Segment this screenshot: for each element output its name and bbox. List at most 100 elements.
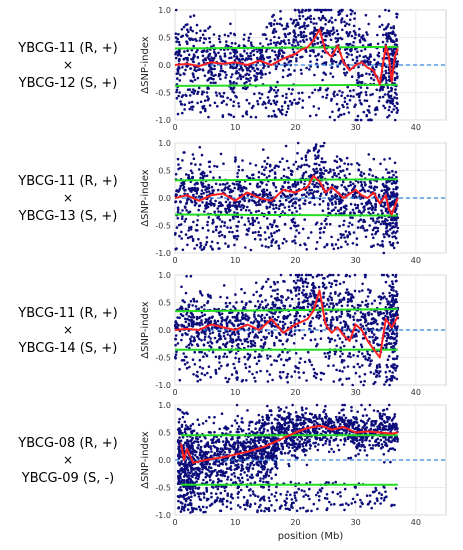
- data-point: [247, 316, 251, 320]
- data-point: [231, 189, 235, 193]
- data-point: [297, 302, 301, 306]
- data-point: [254, 164, 258, 167]
- data-point: [217, 72, 221, 76]
- data-point: [247, 73, 251, 76]
- data-point: [174, 56, 178, 60]
- data-point: [238, 338, 242, 342]
- data-point: [189, 499, 192, 502]
- data-point: [229, 32, 232, 35]
- data-point: [193, 89, 197, 93]
- data-point: [236, 172, 239, 175]
- data-point: [209, 478, 212, 482]
- data-point: [265, 162, 269, 166]
- data-point: [257, 305, 261, 309]
- data-point: [181, 111, 184, 115]
- y-tick-label: -0.5: [155, 354, 171, 363]
- data-point: [311, 316, 315, 320]
- data-point: [263, 316, 267, 320]
- data-point: [343, 20, 346, 24]
- data-point: [256, 72, 260, 75]
- data-point: [306, 151, 309, 154]
- data-point: [305, 50, 308, 53]
- data-point: [218, 355, 221, 358]
- data-point: [217, 37, 221, 41]
- data-point: [351, 208, 355, 212]
- data-point: [220, 316, 224, 319]
- data-point: [346, 243, 349, 246]
- data-point: [299, 68, 303, 72]
- data-point: [358, 195, 361, 198]
- data-point: [316, 41, 320, 45]
- data-point: [196, 477, 200, 481]
- data-point: [235, 69, 238, 73]
- y-tick-label: -0.5: [155, 89, 171, 98]
- y-tick-label: 0.0: [158, 194, 171, 203]
- data-point: [178, 378, 182, 382]
- data-point: [309, 191, 312, 195]
- data-point: [277, 247, 281, 250]
- data-point: [248, 353, 252, 357]
- data-point: [212, 81, 215, 85]
- data-point: [181, 94, 185, 97]
- data-point: [186, 333, 189, 336]
- data-point: [275, 359, 279, 363]
- data-point: [309, 17, 313, 21]
- data-point: [311, 91, 314, 95]
- data-point: [248, 57, 251, 60]
- data-point: [248, 198, 251, 202]
- data-point: [265, 280, 268, 284]
- data-point: [238, 68, 241, 71]
- data-point: [275, 229, 279, 233]
- data-point: [270, 334, 274, 338]
- data-point: [346, 365, 350, 368]
- data-point: [378, 96, 382, 99]
- data-point: [277, 315, 280, 319]
- data-point: [183, 220, 187, 223]
- data-point: [221, 182, 225, 186]
- data-point: [224, 319, 228, 322]
- data-point: [276, 292, 279, 296]
- data-point: [336, 65, 340, 68]
- data-point: [208, 64, 211, 68]
- data-point: [320, 160, 323, 164]
- data-point: [307, 236, 310, 240]
- data-point: [189, 15, 192, 18]
- data-point: [387, 9, 391, 12]
- data-point: [385, 223, 388, 226]
- upper-threshold-line: [174, 308, 398, 313]
- data-point: [288, 193, 292, 197]
- data-point: [179, 455, 183, 458]
- data-point: [372, 333, 376, 336]
- data-point: [280, 39, 283, 43]
- data-point: [195, 31, 198, 35]
- data-point: [260, 244, 264, 247]
- data-point: [258, 91, 261, 95]
- data-point: [249, 339, 253, 343]
- data-point: [205, 187, 209, 191]
- data-point: [279, 10, 282, 13]
- data-point: [328, 354, 331, 358]
- data-point: [234, 42, 237, 45]
- data-point: [315, 190, 319, 193]
- data-point: [368, 168, 372, 171]
- data-point: [383, 201, 386, 205]
- data-point: [347, 23, 351, 26]
- data-point: [362, 110, 366, 114]
- data-point: [236, 57, 240, 61]
- data-point: [359, 304, 362, 307]
- data-point: [231, 73, 234, 76]
- data-point: [244, 111, 248, 115]
- data-point: [296, 224, 300, 227]
- data-point: [228, 218, 232, 222]
- data-point: [269, 285, 273, 289]
- data-point: [373, 108, 377, 112]
- data-point: [297, 231, 301, 235]
- data-point: [182, 25, 186, 29]
- data-point: [336, 166, 339, 169]
- data-point: [321, 16, 324, 20]
- data-point: [236, 175, 239, 179]
- data-point: [330, 235, 333, 239]
- data-point: [394, 193, 398, 196]
- data-point: [361, 312, 365, 316]
- data-point: [209, 245, 213, 248]
